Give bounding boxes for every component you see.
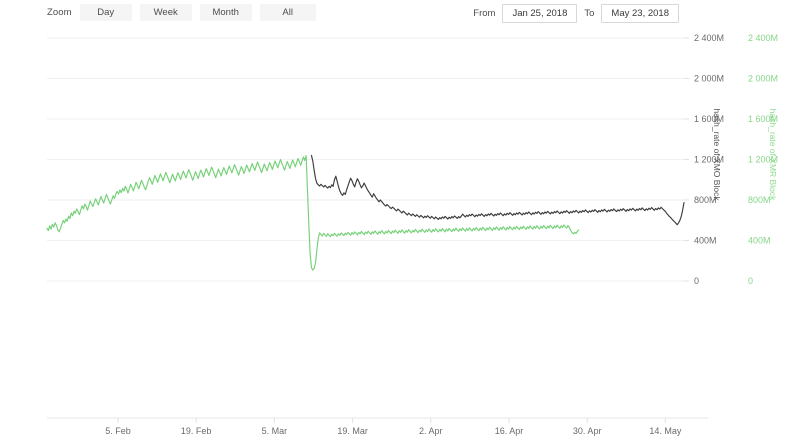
x-tick-label: 30. Apr [573, 426, 602, 436]
chart-toolbar: Zoom Day Week Month All From Jan 25, 201… [0, 0, 800, 26]
y-tick-label-right: 400M [748, 236, 771, 246]
chart-canvas[interactable]: 0 400M 800M 1 200M 1 600M 2 000M 2 400M 0 400M 8… [0, 26, 800, 446]
y-axis-title-left: hash_rate of XMO Block [712, 108, 722, 201]
y-tick-label-left: 400M [694, 236, 717, 246]
y-tick-label-right: 1 200M [748, 155, 778, 165]
zoom-range-group: Zoom Day Week Month All [47, 4, 316, 21]
zoom-label: Zoom [47, 7, 72, 18]
y-tick-label-right: 1 600M [748, 114, 778, 124]
y-tick-label-left: 1 600M [694, 114, 724, 124]
from-label: From [473, 8, 496, 19]
y-tick-label-left: 0 [694, 276, 699, 286]
axis-titles: hash_rate of XMO Block hash_rate of XMR B… [712, 108, 778, 201]
series-layer [46, 154, 685, 271]
to-date-input[interactable]: May 23, 2018 [601, 4, 679, 23]
y-tick-label-left: 800M [694, 195, 717, 205]
hash-rate-chart[interactable]: 0 400M 800M 1 200M 1 600M 2 000M 2 400M 0 400M 8… [0, 26, 800, 446]
x-tick-label: 19. Feb [181, 426, 212, 436]
x-tick-label: 2. Apr [419, 426, 443, 436]
series-line-xmr [46, 155, 580, 271]
x-tick-label: 19. Mar [337, 426, 368, 436]
y-tick-label-right: 0 [748, 276, 753, 286]
y-tick-label-right: 800M [748, 195, 771, 205]
y-axis-right-ticks: 0 400M 800M 1 200M 1 600M 2 000M 2 400M [748, 33, 778, 286]
y-tick-label-right: 2 000M [748, 74, 778, 84]
series-line-xmo [310, 154, 685, 226]
date-range-group: From Jan 25, 2018 To May 23, 2018 [473, 4, 679, 23]
to-label: To [584, 8, 595, 19]
zoom-button-month[interactable]: Month [199, 4, 252, 21]
zoom-button-week[interactable]: Week [139, 4, 192, 21]
y-tick-label-right: 2 400M [748, 33, 778, 43]
y-axis-left-ticks: 0 400M 800M 1 200M 1 600M 2 000M 2 400M [684, 33, 724, 286]
y-tick-label-left: 1 200M [694, 155, 724, 165]
x-tick-label: 5. Feb [105, 426, 131, 436]
x-tick-label: 5. Mar [262, 426, 288, 436]
y-tick-label-left: 2 400M [694, 33, 724, 43]
x-tick-label: 16. Apr [495, 426, 524, 436]
x-axis-ticks: 5. Feb 19. Feb 5. Mar 19. Mar 2. Apr 16. Apr 3… [105, 418, 682, 436]
gridlines [47, 37, 708, 419]
x-tick-label: 14. May [649, 426, 682, 436]
zoom-button-all[interactable]: All [259, 4, 316, 21]
from-date-input[interactable]: Jan 25, 2018 [502, 4, 578, 23]
zoom-button-day[interactable]: Day [79, 4, 132, 21]
y-axis-title-right: hash_rate of XMR Block [768, 109, 778, 201]
y-tick-label-left: 2 000M [694, 74, 724, 84]
